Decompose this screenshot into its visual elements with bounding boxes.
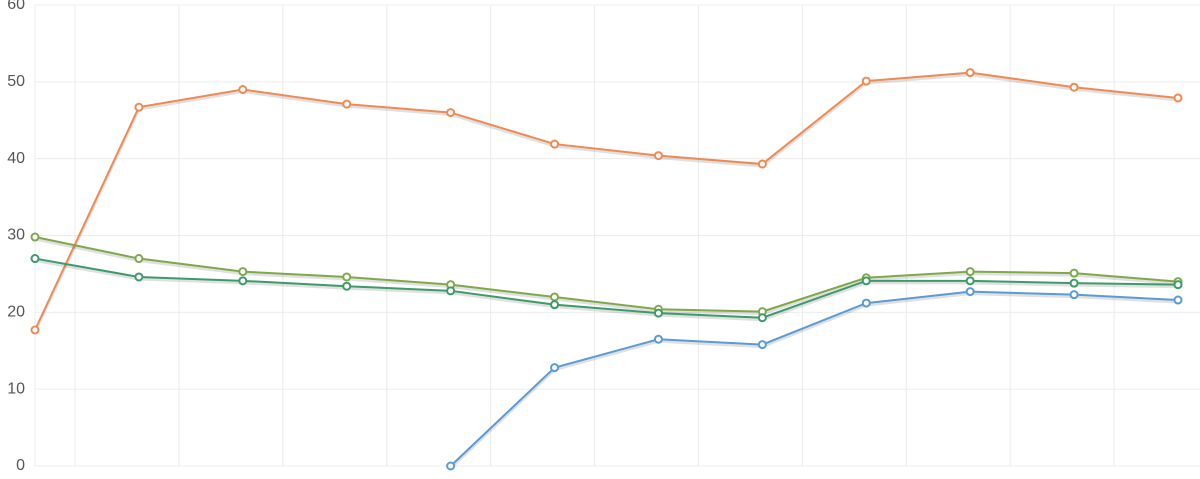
point [134,254,144,264]
point [1069,82,1079,92]
point [965,68,975,78]
point [861,76,871,86]
point [342,99,352,109]
point [238,267,248,277]
series-line [449,290,1179,467]
point [446,286,456,296]
point [1069,290,1079,300]
point [861,276,871,286]
y-tick-label: 30 [7,227,25,244]
y-tick-label: 0 [16,457,25,474]
y-tick-label: 20 [7,304,25,321]
point [550,292,560,302]
series-line [34,257,1179,319]
point [1173,295,1183,305]
point [1173,93,1183,103]
point [653,151,663,161]
y-tick-label: 40 [7,150,25,167]
point [342,281,352,291]
point [134,102,144,112]
point [238,85,248,95]
point [757,159,767,169]
point [342,272,352,282]
point [134,272,144,282]
y-tick-label: 50 [7,73,25,90]
point [1173,280,1183,290]
point [757,313,767,323]
point [550,363,560,373]
line-shadow [33,73,1179,333]
point [30,254,40,264]
point [550,300,560,310]
point [653,308,663,318]
point [757,340,767,350]
point [30,232,40,242]
point [1069,268,1079,278]
point [550,139,560,149]
point [965,276,975,286]
series-line [34,71,1179,331]
y-tick-label: 10 [7,380,25,397]
point [446,461,456,471]
point [30,325,40,335]
line-shadow [34,237,1179,316]
line-shadow [34,259,1179,322]
point [653,334,663,344]
line-shadow [449,292,1179,470]
point [238,276,248,286]
point [1069,278,1079,288]
point [861,298,871,308]
point [965,267,975,277]
point [446,108,456,118]
point [965,287,975,297]
series-line [34,236,1179,313]
y-tick-label: 60 [7,0,25,13]
